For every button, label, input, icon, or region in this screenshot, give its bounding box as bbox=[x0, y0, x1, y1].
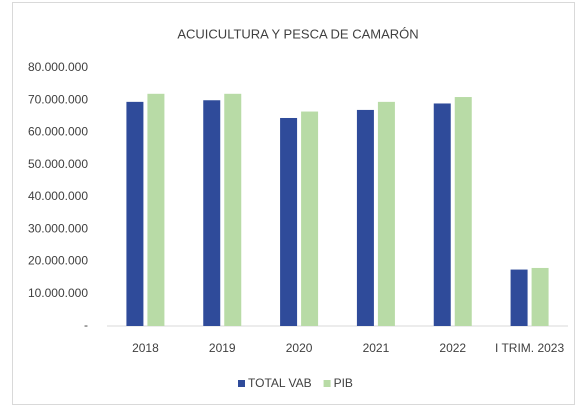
y-tick-label: 50.000.000 bbox=[28, 157, 88, 171]
legend-swatch bbox=[323, 380, 331, 387]
y-tick-label: - bbox=[84, 318, 88, 332]
bar bbox=[433, 103, 451, 326]
x-tick-label: 2022 bbox=[439, 341, 466, 355]
legend-swatch bbox=[238, 380, 245, 387]
bar bbox=[510, 269, 528, 326]
bar bbox=[224, 93, 242, 326]
chart-title: ACUICULTURA Y PESCA DE CAMARÓN bbox=[177, 26, 418, 41]
bar bbox=[301, 111, 319, 326]
legend-label: PIB bbox=[334, 376, 353, 390]
x-tick-label: 2021 bbox=[363, 341, 390, 355]
x-tick-label: 2020 bbox=[286, 341, 313, 355]
y-tick-label: 60.000.000 bbox=[28, 125, 88, 139]
x-tick-label: 2018 bbox=[132, 341, 159, 355]
bar bbox=[531, 267, 549, 326]
bar bbox=[126, 101, 144, 326]
x-tick-label: 2019 bbox=[209, 341, 236, 355]
bar bbox=[454, 97, 472, 327]
bar bbox=[280, 117, 298, 326]
y-tick-label: 80.000.000 bbox=[28, 60, 88, 74]
y-tick-label: 20.000.000 bbox=[28, 254, 88, 268]
bar bbox=[377, 101, 395, 326]
y-tick-label: 70.000.000 bbox=[28, 92, 88, 106]
bar bbox=[147, 93, 165, 326]
bar bbox=[203, 100, 221, 326]
y-tick-label: 30.000.000 bbox=[28, 221, 88, 235]
x-tick-label: I TRIM. 2023 bbox=[495, 341, 564, 355]
bar bbox=[356, 109, 374, 326]
legend-label: TOTAL VAB bbox=[248, 376, 312, 390]
y-tick-label: 40.000.000 bbox=[28, 189, 88, 203]
y-tick-label: 10.000.000 bbox=[28, 286, 88, 300]
